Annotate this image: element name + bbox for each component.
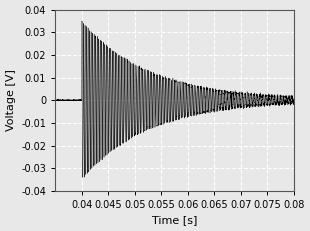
Y-axis label: Voltage [V]: Voltage [V] bbox=[6, 69, 16, 131]
X-axis label: Time [s]: Time [s] bbox=[152, 216, 197, 225]
